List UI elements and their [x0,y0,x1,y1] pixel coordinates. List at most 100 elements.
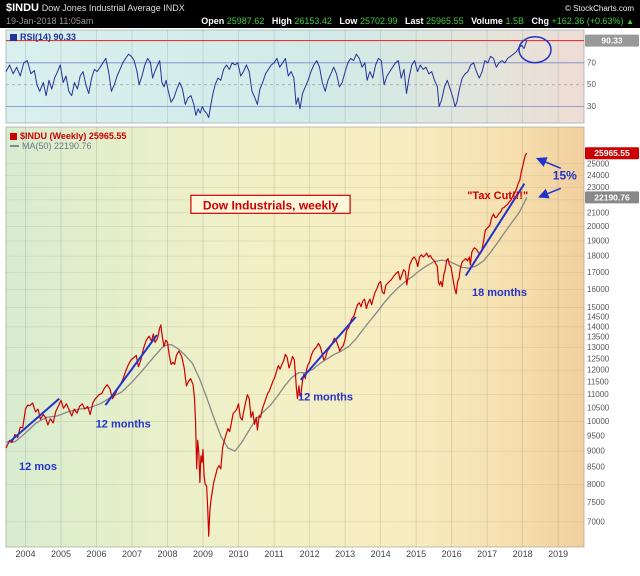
chart-header: $INDU Dow Jones Industrial Average INDX … [0,0,640,28]
rsi-marker-icon [10,34,17,41]
ma-badge-bg [585,191,639,204]
rsi-legend: RSI(14) 90.33 [10,32,76,42]
x-axis-label: 2019 [548,549,568,559]
quote-volume-value: 1.5B [505,16,524,26]
price-axis-label: 15000 [587,303,610,312]
price-marker-icon [10,133,17,140]
annotation-box [190,194,351,214]
price-axis-label: 10000 [587,417,610,426]
trendline [299,316,357,381]
x-axis-label: 2016 [442,549,462,559]
quote-chg-value: +162.36 (+0.63%) [551,16,624,26]
rsi-current-badge: 90.33 [601,36,623,46]
quote-chg-label: Chg [531,16,549,26]
price-axis-label: 12000 [587,366,610,375]
ma-marker-icon [10,145,19,147]
ticker-symbol: $INDU [6,2,40,14]
price-axis-label: 21000 [587,208,610,217]
annotation-gap-percent: 15% [553,168,577,182]
price-axis-label: 18000 [587,252,610,261]
price-axis-label: 9500 [587,431,605,440]
annotation-span-18m: 18 months [472,287,527,299]
quote-last-value: 25965.55 [426,16,464,26]
x-axis-label: 2012 [300,549,320,559]
up-arrow-icon: ▲ [626,17,634,26]
trendline [464,183,526,277]
annotation-span-12m-a: 12 months [96,418,151,430]
rsi-axis-label: 50 [587,80,596,89]
annotation-title-note: Dow Industrials, weekly [203,198,339,212]
x-axis-label: 2015 [406,549,426,559]
rsi-label: RSI(14) [20,32,52,42]
price-legend: $INDU (Weekly) 25965.55 MA(50) 22190.76 [10,131,126,151]
annotation-span-12mos: 12 mos [19,461,57,473]
rsi-current-badge-bg [585,34,639,47]
price-axis-label: 20000 [587,222,610,231]
header-right: © StockCharts.com Open 25987.62 High 261… [196,2,634,26]
x-axis-label: 2005 [51,549,71,559]
quote-high-value: 26153.42 [294,16,332,26]
price-axis-label: 11000 [587,390,609,399]
ma-series-label: MA(50) 22190.76 [22,141,92,151]
quote-low-value: 25702.99 [359,16,398,26]
price-axis-label: 13000 [587,343,610,352]
rsi-line [5,40,528,118]
trendline [8,397,60,443]
x-axis-label: 2013 [335,549,355,559]
quote-open-label: Open [201,16,225,26]
x-axis-label: 2008 [157,549,177,559]
price-axis-label: 19000 [587,237,610,246]
rsi-panel-bg [5,29,585,124]
price-axis-label: 24000 [587,171,610,180]
price-axis-label: 8500 [587,463,605,472]
ma-badge: 22190.76 [594,192,630,202]
x-axis-label: 2009 [193,549,213,559]
trendline [104,334,158,406]
quote-open-value: 25987.62 [226,16,265,26]
price-badge-bg [585,147,639,160]
x-axis-label: 2007 [122,549,142,559]
gap-arrow-down-icon [538,187,562,199]
rsi-spike-ellipse [518,35,552,64]
header-left: $INDU Dow Jones Industrial Average INDX … [6,2,185,26]
x-axis-label: 2018 [513,549,533,559]
quote-last-label: Last [405,16,424,26]
price-axis-label: 12500 [587,354,610,363]
quote-volume-label: Volume [471,16,503,26]
annotation-span-12m-b: 12 months [298,391,353,403]
price-axis-label: 9000 [587,447,605,456]
price-series-label: $INDU (Weekly) 25965.55 [20,131,127,141]
copyright: © StockCharts.com [564,4,634,13]
price-axis-label: 17000 [587,268,610,277]
quote-low-label: Low [339,16,358,26]
price-badge: 25965.55 [594,148,630,158]
price-axis-label: 13500 [587,333,610,342]
quote-line: Open 25987.62 High 26153.42 Low 25702.99… [196,15,634,28]
x-axis-label: 2010 [228,549,248,559]
price-axis-label: 14500 [587,313,610,322]
x-axis-label: 2011 [264,549,283,559]
rsi-value: 90.33 [53,32,77,42]
price-axis-label: 14000 [587,322,610,331]
annotation-tax-cut: "Tax Cut!!!" [467,190,528,202]
rsi-axis-label: 70 [587,58,596,67]
x-axis-label: 2014 [371,549,391,559]
price-axis-label: 10500 [587,403,610,412]
price-axis-label: 7000 [587,517,605,526]
price-axis-label: 23000 [587,183,610,192]
price-axis-label: 7500 [587,498,605,507]
price-line [5,152,528,537]
x-axis-label: 2004 [15,549,35,559]
instrument-name: Dow Jones Industrial Average INDX [41,3,185,13]
price-axis-label: 8000 [587,480,605,489]
gap-arrow-up-icon [536,157,562,169]
quote-datetime: 19-Jan-2018 11:05am [6,16,94,26]
rsi-axis-label: 30 [587,102,596,111]
price-axis-label: 11500 [587,378,609,387]
price-axis-label: 25000 [587,159,610,168]
quote-high-label: High [271,16,292,26]
x-axis-label: 2006 [86,549,106,559]
x-axis-label: 2017 [477,549,497,559]
